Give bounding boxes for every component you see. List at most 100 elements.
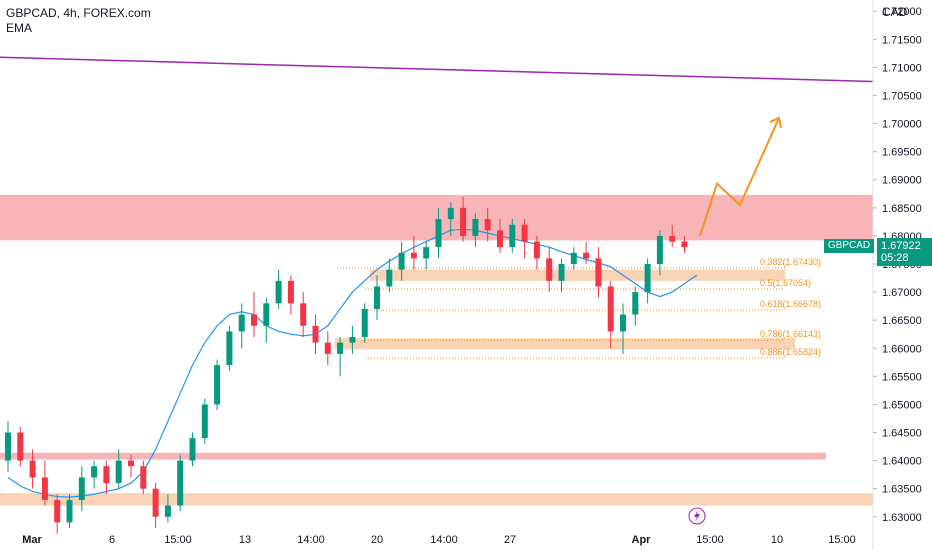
y-tick-label: 1.64500 <box>882 428 922 440</box>
candle <box>595 247 602 298</box>
candle <box>669 224 676 248</box>
x-tick-label: 6 <box>109 534 115 546</box>
x-axis[interactable]: Mar 6 15:00 13 14:00 20 14:00 27 Apr 15:00 10 15:00 <box>22 534 856 546</box>
x-tick-label: 15:00 <box>696 534 724 546</box>
candle <box>41 460 48 506</box>
y-tick-label: 1.68500 <box>882 203 922 215</box>
x-tick-label: Apr <box>632 534 652 546</box>
fib-label: 0.886(1.65824) <box>760 347 821 357</box>
y-tick-label: 1.67000 <box>882 287 922 299</box>
candle <box>275 269 282 309</box>
candle <box>128 454 134 478</box>
candle <box>484 207 491 242</box>
candle <box>497 219 503 253</box>
candle <box>423 241 430 270</box>
candle <box>632 286 639 326</box>
lightning-icon[interactable] <box>688 507 706 525</box>
candle <box>226 325 233 371</box>
candle <box>447 202 454 236</box>
candle <box>533 235 540 270</box>
candle <box>435 207 442 259</box>
last-price-box[interactable]: 1.67922 05:28 <box>877 238 932 266</box>
candle <box>644 258 651 304</box>
fib-label: 0.5(1.67054) <box>760 278 811 288</box>
x-tick-label: 20 <box>371 534 383 546</box>
candle <box>54 494 61 534</box>
candle <box>152 483 159 528</box>
x-tick-label: 27 <box>504 534 516 546</box>
support-zone[interactable] <box>335 338 795 350</box>
candle <box>620 303 626 354</box>
trendline[interactable] <box>0 56 874 83</box>
candle <box>546 247 553 293</box>
candle <box>558 258 565 293</box>
candle <box>570 247 577 270</box>
candle <box>251 292 257 338</box>
y-tick-label: 1.66000 <box>882 343 922 355</box>
indicator-label: EMA <box>6 21 33 35</box>
candle <box>287 275 294 315</box>
candle <box>398 241 405 281</box>
candle <box>324 331 331 366</box>
candle <box>472 213 479 248</box>
support-zone[interactable] <box>370 269 785 281</box>
y-tick-label: 1.69000 <box>882 175 922 187</box>
x-tick-label: 15:00 <box>828 534 856 546</box>
y-tick-label: 1.63000 <box>882 512 922 524</box>
last-price: 1.67922 <box>881 240 921 252</box>
candle <box>509 219 516 253</box>
symbol-price-label[interactable]: GBPCAD <box>824 239 874 253</box>
arrowhead <box>769 116 782 129</box>
y-tick-label: 1.65000 <box>882 399 922 411</box>
candle <box>103 460 110 495</box>
candle <box>349 325 356 354</box>
fib-label: 0.618(1.66678) <box>760 299 821 309</box>
candles-layer <box>5 196 688 534</box>
y-tick-label: 1.66500 <box>882 315 922 327</box>
candle <box>410 235 417 270</box>
y-axis[interactable]: 1.72000 1.71500 1.71000 1.70500 1.70000 1.695… <box>873 6 922 524</box>
projection-path[interactable] <box>699 117 780 237</box>
candle <box>238 303 245 349</box>
candle <box>337 337 344 377</box>
y-tick-label: 1.71000 <box>882 62 922 74</box>
candle <box>386 258 393 293</box>
candle <box>214 359 221 411</box>
candle <box>521 219 528 259</box>
y-tick-label: 1.64000 <box>882 456 922 468</box>
currency-label: CAD <box>882 5 908 19</box>
x-tick-label: 14:00 <box>297 534 325 546</box>
candle <box>17 426 24 467</box>
y-tick-label: 1.70500 <box>882 90 922 102</box>
candle <box>374 275 380 321</box>
candle <box>300 292 307 338</box>
candle <box>201 398 208 444</box>
candle <box>312 314 319 354</box>
x-tick-label: 10 <box>771 534 783 546</box>
projection-arrowhead <box>769 116 782 129</box>
y-tick-label: 1.70000 <box>882 119 922 131</box>
x-tick-label: Mar <box>22 534 42 546</box>
candle <box>361 303 368 343</box>
candle <box>583 241 590 264</box>
resistance-zone[interactable] <box>0 452 826 460</box>
candle <box>29 449 36 489</box>
candle <box>460 196 467 242</box>
candle <box>66 494 73 528</box>
candle <box>5 421 11 472</box>
candle <box>164 494 171 523</box>
candle <box>656 230 663 276</box>
y-tick-label: 1.71500 <box>882 34 922 46</box>
y-tick-label: 1.72000 <box>882 6 922 18</box>
candle <box>177 454 184 512</box>
candle <box>78 466 85 512</box>
support-zone[interactable] <box>0 493 873 506</box>
bar-countdown: 05:28 <box>881 252 909 264</box>
ema-line <box>7 228 698 498</box>
zones-layer <box>0 194 873 506</box>
fib-levels-layer: 0.382(1.67430) 0.5(1.67054) 0.618(1.66678)… <box>337 257 821 359</box>
y-tick-label: 1.63500 <box>882 484 922 496</box>
candle <box>91 460 98 489</box>
y-tick-label: 1.65500 <box>882 371 922 383</box>
